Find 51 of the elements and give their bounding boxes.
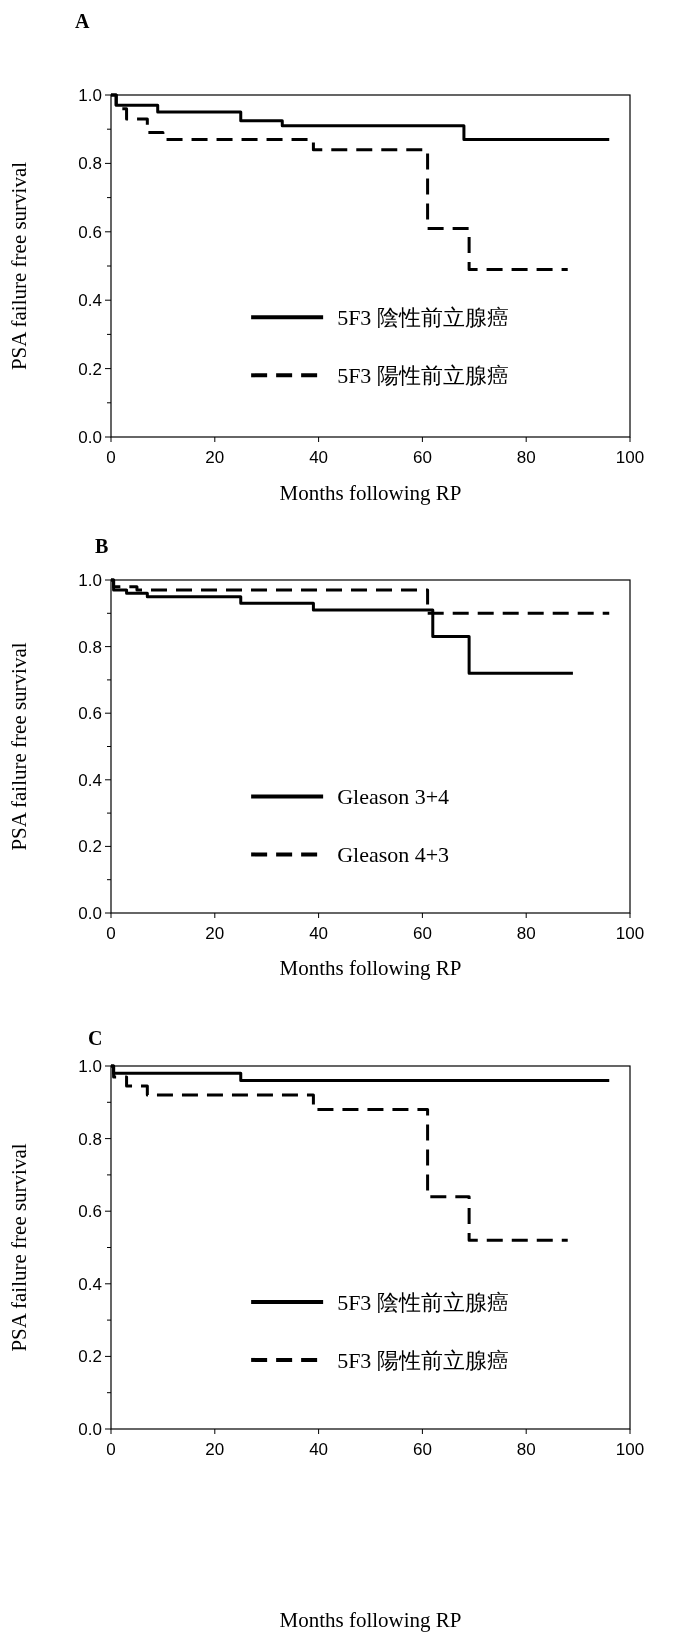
y-tick-label: 0.8	[78, 1129, 102, 1149]
x-axis-title: Months following RP	[279, 481, 462, 505]
legend-label: 5F3 陽性前立腺癌	[337, 363, 509, 389]
x-tick-label: 100	[615, 924, 645, 943]
chart-title: C	[88, 1027, 103, 1049]
y-tick-label: 0.8	[78, 637, 102, 657]
y-tick-label: 0.2	[78, 1347, 102, 1367]
y-axis-title: PSA failure free survival	[7, 1143, 31, 1352]
x-tick-label: 20	[205, 448, 225, 467]
y-axis-title: PSA failure free survival	[7, 161, 31, 371]
y-tick-label: 1.0	[78, 571, 102, 590]
y-tick-label: 0.4	[78, 291, 102, 311]
x-tick-label: 40	[309, 1440, 329, 1459]
y-tick-label: 1.0	[78, 1057, 102, 1076]
x-tick-label: 60	[412, 448, 432, 467]
legend-label: Gleason 4+3	[337, 842, 450, 868]
x-tick-label: 40	[309, 448, 329, 467]
x-tick-label: 20	[205, 1440, 225, 1459]
x-tick-label: 0	[106, 448, 116, 467]
x-axis-title: Months following RP	[279, 1608, 462, 1632]
y-tick-label: 0.6	[78, 1202, 102, 1222]
y-tick-label: 0.6	[78, 222, 102, 242]
y-tick-label: 0.0	[78, 428, 102, 447]
legend-label: 5F3 陽性前立腺癌	[337, 1347, 509, 1373]
y-tick-label: 0.2	[78, 359, 102, 379]
y-tick-label: 0.8	[78, 154, 102, 174]
x-axis-title: Months following RP	[279, 956, 462, 980]
x-tick-label: 100	[615, 448, 645, 467]
legend-label: 5F3 陰性前立腺癌	[337, 305, 509, 331]
legend-label: 5F3 陰性前立腺癌	[337, 1289, 509, 1315]
chart-title: B	[95, 535, 109, 557]
y-tick-label: 1.0	[78, 86, 102, 105]
x-tick-label: 80	[516, 924, 536, 943]
y-tick-label: 0.0	[78, 1420, 102, 1439]
legend-label: Gleason 3+4	[337, 784, 450, 810]
x-tick-label: 80	[516, 1440, 536, 1459]
x-tick-label: 60	[412, 1440, 432, 1459]
x-tick-label: 0	[106, 924, 116, 943]
chart-title: A	[75, 10, 90, 32]
x-tick-label: 0	[106, 1440, 116, 1459]
x-tick-label: 100	[615, 1440, 645, 1459]
y-tick-label: 0.4	[78, 770, 102, 790]
y-tick-label: 0.0	[78, 904, 102, 923]
y-axis-title: PSA failure free survival	[7, 642, 31, 851]
x-tick-label: 80	[516, 448, 536, 467]
x-tick-label: 60	[412, 924, 432, 943]
y-tick-label: 0.6	[78, 704, 102, 724]
x-tick-label: 20	[205, 924, 225, 943]
x-tick-label: 40	[309, 924, 329, 943]
y-tick-label: 0.2	[78, 837, 102, 857]
y-tick-label: 0.4	[78, 1274, 102, 1294]
